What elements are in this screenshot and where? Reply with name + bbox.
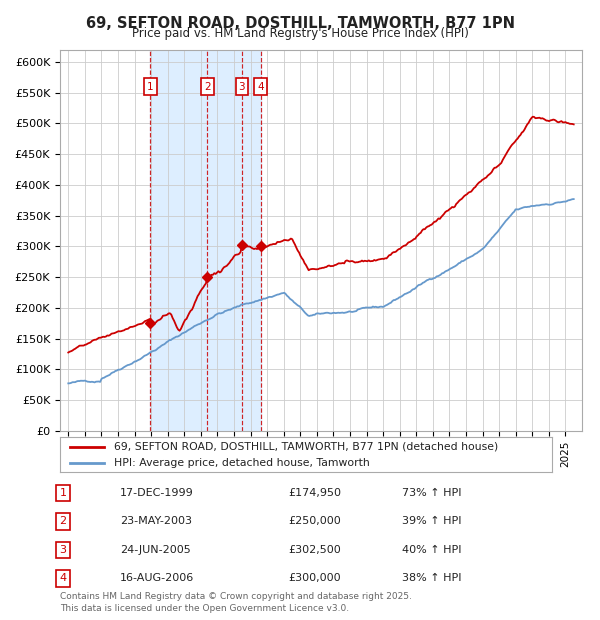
Text: 4: 4: [59, 574, 67, 583]
Text: 38% ↑ HPI: 38% ↑ HPI: [402, 574, 461, 583]
Bar: [242, 50, 261, 431]
Text: Contains HM Land Registry data © Crown copyright and database right 2025.: Contains HM Land Registry data © Crown c…: [60, 592, 412, 601]
Text: £250,000: £250,000: [288, 516, 341, 526]
Text: 3: 3: [59, 545, 67, 555]
Text: This data is licensed under the Open Government Licence v3.0.: This data is licensed under the Open Gov…: [60, 603, 349, 613]
Text: 1: 1: [59, 488, 67, 498]
Text: £302,500: £302,500: [288, 545, 341, 555]
Text: 69, SEFTON ROAD, DOSTHILL, TAMWORTH, B77 1PN (detached house): 69, SEFTON ROAD, DOSTHILL, TAMWORTH, B77…: [114, 442, 499, 452]
Text: £300,000: £300,000: [288, 574, 341, 583]
Text: 39% ↑ HPI: 39% ↑ HPI: [402, 516, 461, 526]
Bar: [208, 50, 242, 431]
Text: Price paid vs. HM Land Registry's House Price Index (HPI): Price paid vs. HM Land Registry's House …: [131, 27, 469, 40]
Text: 2: 2: [204, 81, 211, 92]
Text: 17-DEC-1999: 17-DEC-1999: [120, 488, 194, 498]
Text: 23-MAY-2003: 23-MAY-2003: [120, 516, 192, 526]
Bar: [151, 50, 208, 431]
Text: HPI: Average price, detached house, Tamworth: HPI: Average price, detached house, Tamw…: [114, 458, 370, 467]
Text: 1: 1: [147, 81, 154, 92]
Text: 16-AUG-2006: 16-AUG-2006: [120, 574, 194, 583]
Text: 4: 4: [257, 81, 264, 92]
Text: 69, SEFTON ROAD, DOSTHILL, TAMWORTH, B77 1PN: 69, SEFTON ROAD, DOSTHILL, TAMWORTH, B77…: [86, 16, 515, 30]
Text: 73% ↑ HPI: 73% ↑ HPI: [402, 488, 461, 498]
Text: 3: 3: [239, 81, 245, 92]
Text: £174,950: £174,950: [288, 488, 341, 498]
Text: 40% ↑ HPI: 40% ↑ HPI: [402, 545, 461, 555]
Text: 24-JUN-2005: 24-JUN-2005: [120, 545, 191, 555]
Text: 2: 2: [59, 516, 67, 526]
